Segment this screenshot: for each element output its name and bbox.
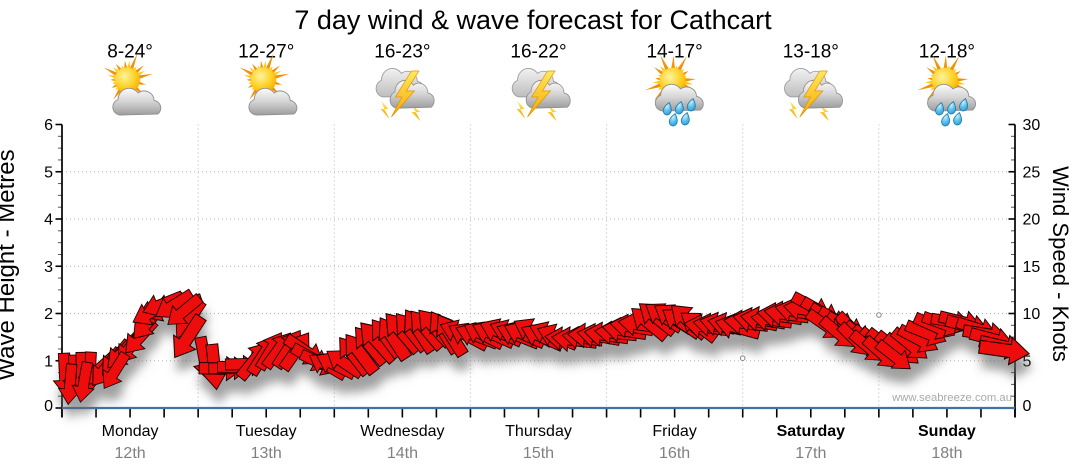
svg-text:0: 0 [1023,398,1032,415]
svg-text:30: 30 [1023,117,1041,134]
svg-text:16th: 16th [659,445,690,462]
svg-text:17th: 17th [795,445,826,462]
svg-text:2: 2 [44,306,53,323]
svg-text:Thursday: Thursday [505,423,572,440]
svg-text:12-18°: 12-18° [919,42,975,63]
svg-text:16-23°: 16-23° [374,42,430,63]
svg-text:12th: 12th [115,445,146,462]
svg-text:14-17°: 14-17° [646,42,702,63]
svg-text:14th: 14th [387,445,418,462]
svg-text:0: 0 [44,398,53,415]
svg-text:5: 5 [44,164,53,181]
svg-text:20: 20 [1023,212,1041,229]
svg-text:10: 10 [1023,306,1041,323]
svg-text:Tuesday: Tuesday [236,423,297,440]
svg-text:18th: 18th [931,445,962,462]
svg-text:Sunday: Sunday [918,423,976,440]
svg-text:6: 6 [44,117,53,134]
svg-text:5: 5 [1023,353,1032,370]
svg-text:15th: 15th [523,445,554,462]
svg-text:15: 15 [1023,259,1041,276]
svg-text:8-24°: 8-24° [107,42,153,63]
svg-text:Monday: Monday [102,423,159,440]
svg-text:13-18°: 13-18° [783,42,839,63]
svg-text:1: 1 [44,353,53,370]
svg-text:25: 25 [1023,164,1041,181]
svg-text:13th: 13th [251,445,282,462]
svg-text:www.seabreeze.com.au: www.seabreeze.com.au [891,392,1012,404]
svg-text:Wave Height - Metres: Wave Height - Metres [0,149,20,380]
svg-text:Friday: Friday [652,423,696,440]
svg-text:Wednesday: Wednesday [360,423,444,440]
svg-text:Wind Speed - Knots: Wind Speed - Knots [1048,166,1073,362]
svg-text:3: 3 [44,259,53,276]
svg-text:4: 4 [44,212,53,229]
svg-text:7 day wind & wave forecast for: 7 day wind & wave forecast for Cathcart [294,5,772,35]
svg-text:12-27°: 12-27° [238,42,294,63]
svg-text:16-22°: 16-22° [510,42,566,63]
svg-text:Saturday: Saturday [777,423,846,440]
